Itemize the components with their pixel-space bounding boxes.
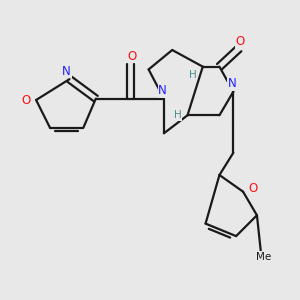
Text: N: N bbox=[158, 84, 167, 97]
Text: O: O bbox=[248, 182, 257, 195]
Text: O: O bbox=[127, 50, 136, 63]
Text: Me: Me bbox=[256, 252, 272, 262]
Text: N: N bbox=[228, 77, 236, 90]
Text: O: O bbox=[22, 94, 31, 106]
Text: O: O bbox=[236, 35, 245, 48]
Text: H: H bbox=[189, 70, 197, 80]
Text: H: H bbox=[174, 110, 182, 120]
Text: N: N bbox=[62, 65, 71, 78]
